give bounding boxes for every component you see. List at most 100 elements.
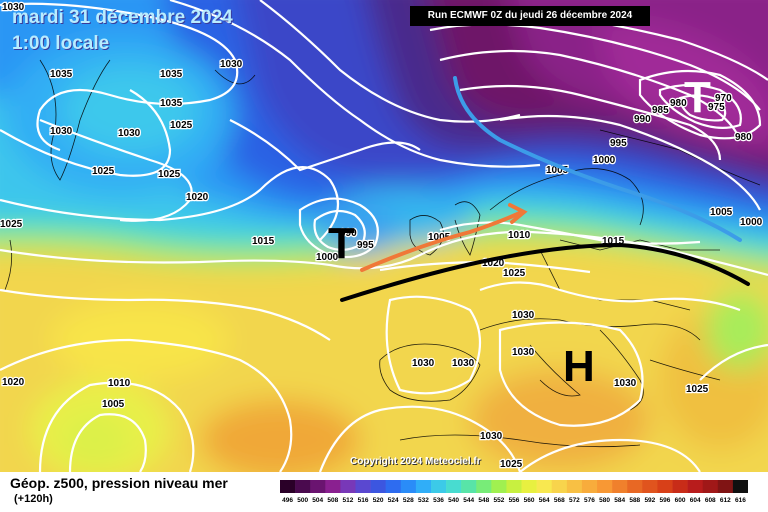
forecast-time: 1:00 locale — [12, 33, 110, 54]
scale-swatch — [400, 480, 417, 493]
isobar-label: 1025 — [170, 120, 193, 131]
isobar-label: 1030 — [2, 2, 25, 13]
coastlines — [4, 59, 761, 448]
isobar-label: 995 — [357, 240, 374, 251]
scale-swatch — [642, 480, 658, 493]
scale-swatch — [506, 480, 522, 493]
scale-swatch — [612, 480, 628, 493]
isobar-label: 1030 — [412, 358, 435, 369]
scale-swatch — [672, 480, 688, 493]
isobar-label: 1030 — [512, 347, 535, 358]
scale-label: 608 — [705, 497, 716, 504]
isobar-label: 1000 — [316, 252, 339, 263]
high-pressure-symbol: H — [563, 342, 595, 391]
isobar-label: 1025 — [500, 459, 523, 470]
scale-swatch — [627, 480, 643, 493]
scale-swatch — [491, 480, 507, 493]
scale-swatch — [687, 480, 704, 493]
isobar-labels: 1030 1035 1035 1030 1035 1030 1025 1025 … — [0, 1, 764, 472]
scale-label: 612 — [720, 497, 731, 504]
scale-swatch — [295, 480, 311, 493]
scale-label: 588 — [629, 497, 640, 504]
scale-swatch — [536, 480, 553, 493]
scale-label: 504 — [312, 497, 323, 504]
run-info: Run ECMWF 0Z du jeudi 26 décembre 2024 — [410, 6, 650, 26]
copyright-text: Copyright 2024 Meteociel.fr — [350, 456, 481, 467]
isobar-label: 1030 — [452, 358, 475, 369]
scale-label: 592 — [644, 497, 655, 504]
scale-swatch — [280, 480, 296, 493]
scale-label: 508 — [327, 497, 338, 504]
isobar-label: 980 — [735, 132, 752, 143]
warm-flow-arrow — [360, 210, 524, 272]
scale-label: 600 — [675, 497, 686, 504]
weather-map: 1030 1035 1035 1030 1035 1030 1025 1025 … — [0, 0, 768, 472]
forecast-lead: (+120h) — [14, 493, 53, 505]
scale-label: 512 — [343, 497, 354, 504]
scale-label: 604 — [690, 497, 701, 504]
scale-swatch — [340, 480, 356, 493]
scale-swatch — [657, 480, 673, 493]
scale-label: 544 — [463, 497, 474, 504]
isobar-label: 1015 — [252, 236, 275, 247]
isobar-label: 1025 — [686, 384, 709, 395]
isobar-label: 990 — [340, 228, 357, 239]
isobar-label: 1020 — [186, 192, 209, 203]
scale-swatch — [476, 480, 492, 493]
scale-label: 516 — [358, 497, 369, 504]
scale-label: 536 — [433, 497, 444, 504]
scale-label: 496 — [282, 497, 293, 504]
pressure-system-symbols: T T H — [328, 73, 711, 391]
low-pressure-symbol: T — [684, 73, 711, 122]
isobar-label: 1025 — [503, 268, 526, 279]
scale-label: 520 — [373, 497, 384, 504]
scale-swatch — [446, 480, 462, 493]
isobar-label: 1000 — [593, 155, 616, 166]
isobar-label: 1000 — [740, 217, 763, 228]
scale-label: 552 — [493, 497, 504, 504]
isobar-label: 1030 — [480, 431, 503, 442]
scale-label: 564 — [539, 497, 550, 504]
scale-label: 548 — [478, 497, 489, 504]
isobar-label: 1025 — [0, 219, 23, 230]
isobar-label: 1030 — [118, 128, 141, 139]
isobar-label: 1010 — [508, 230, 531, 241]
scale-label: 560 — [524, 497, 535, 504]
scale-swatch — [566, 480, 583, 493]
scale-label: 584 — [614, 497, 625, 504]
isobar-label: 1010 — [108, 378, 131, 389]
isobar-label: 975 — [708, 102, 725, 113]
scale-swatch — [355, 480, 371, 493]
isobar-label: 1035 — [50, 69, 73, 80]
isobar-label: 1020 — [2, 377, 25, 388]
scale-swatch — [415, 480, 432, 493]
scale-swatch — [702, 480, 719, 493]
low-pressure-symbol: T — [328, 219, 355, 268]
scale-label: 524 — [388, 497, 399, 504]
isobar-label: 995 — [610, 138, 627, 149]
isobar-label: 990 — [634, 114, 651, 125]
scale-swatch — [597, 480, 613, 493]
scale-swatch — [551, 480, 568, 493]
isobar-label: 1025 — [158, 169, 181, 180]
isobar-label: 1005 — [102, 399, 125, 410]
scale-swatch — [732, 480, 748, 493]
legend-bar: Géop. z500, pression niveau mer (+120h) … — [0, 472, 768, 512]
isobar-label: 1030 — [614, 378, 637, 389]
isobar-label: 1030 — [220, 59, 243, 70]
scale-swatch — [717, 480, 734, 493]
isobar-label: 970 — [715, 93, 732, 104]
scale-label: 500 — [297, 497, 308, 504]
scale-swatch — [385, 480, 402, 493]
isobar-label: 1035 — [160, 69, 183, 80]
scale-label: 596 — [660, 497, 671, 504]
scale-label: 556 — [509, 497, 520, 504]
isobar-label: 1025 — [92, 166, 115, 177]
map-title: Géop. z500, pression niveau mer — [10, 475, 228, 491]
scale-swatch — [581, 480, 598, 493]
isobar-label: 1005 — [710, 207, 733, 218]
scale-swatch — [325, 480, 341, 493]
jet-and-fronts — [340, 76, 750, 302]
scale-label: 528 — [403, 497, 414, 504]
isobar-label: 1030 — [50, 126, 73, 137]
